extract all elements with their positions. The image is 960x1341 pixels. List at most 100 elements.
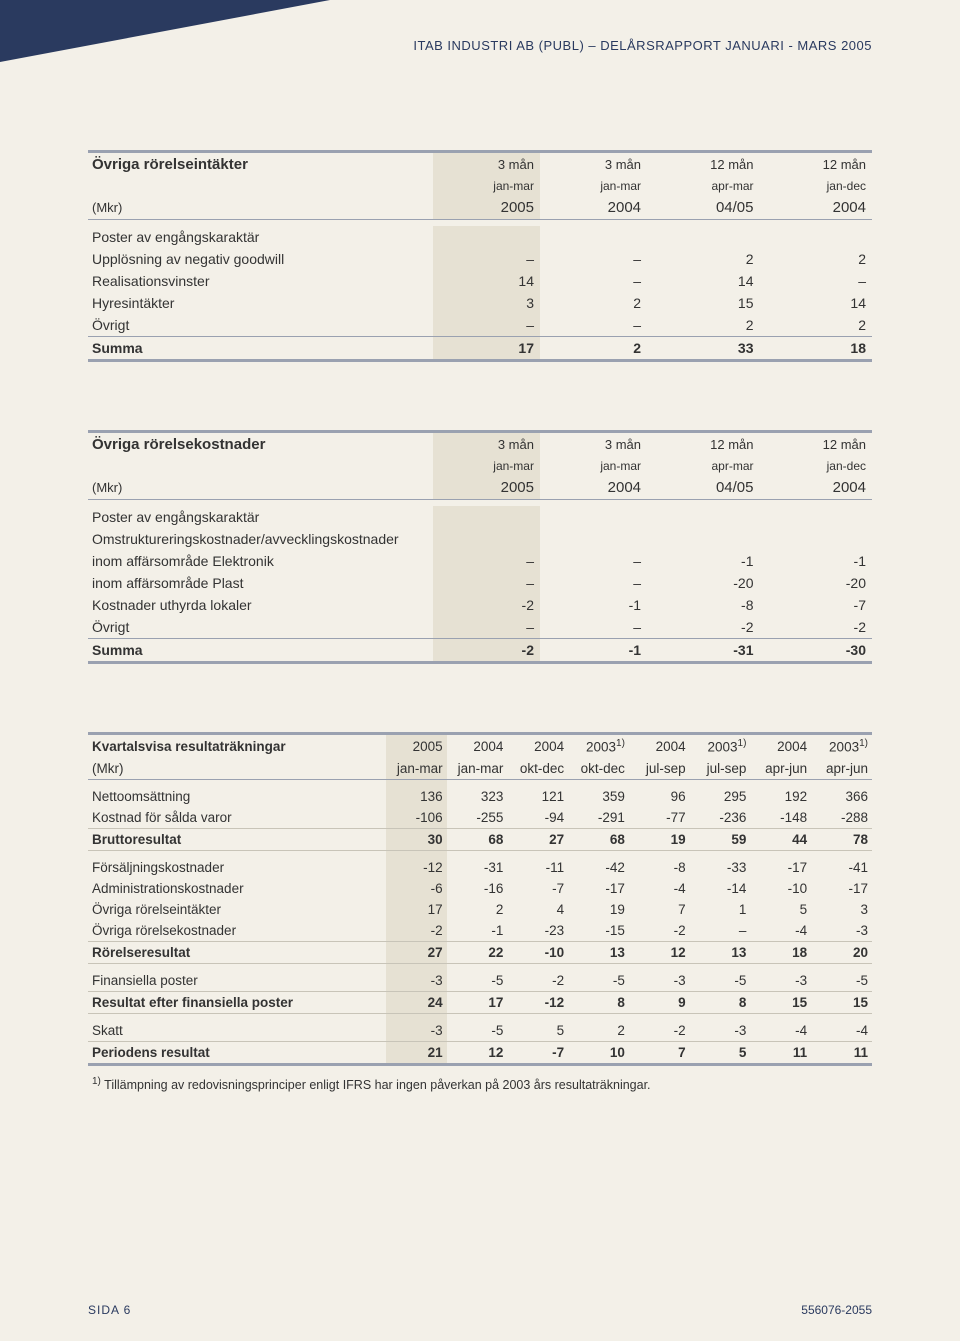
col-year: 2005 — [386, 734, 447, 758]
row-label: Finansiella poster — [88, 970, 386, 992]
table-row: Övriga rörelsekostnader-2-1-23-15-2–-4-3 — [88, 920, 872, 942]
cell: -236 — [690, 807, 751, 829]
col-header: 3 mån — [540, 152, 647, 177]
col-year: 20031) — [568, 734, 629, 758]
cell: -5 — [568, 970, 629, 992]
col-subheader: jul-sep — [690, 758, 751, 780]
cell: 18 — [760, 337, 873, 361]
table-row: inom affärsområde Plast – – -20 -20 — [88, 572, 872, 594]
cell: -15 — [568, 920, 629, 942]
col-subheader: okt-dec — [507, 758, 568, 780]
cell: 295 — [690, 786, 751, 807]
cell: -5 — [690, 970, 751, 992]
cell: -4 — [750, 1020, 811, 1042]
cell: -291 — [568, 807, 629, 829]
row-label: Övrigt — [88, 314, 433, 337]
cell: -7 — [760, 594, 873, 616]
table-row: Övrigt – – -2 -2 — [88, 616, 872, 639]
col-year: 2004 — [760, 196, 873, 220]
cell: -41 — [811, 857, 872, 878]
cell: 68 — [568, 828, 629, 850]
footer-org-num: 556076-2055 — [801, 1303, 872, 1317]
cell: 5 — [750, 899, 811, 920]
cell: 121 — [507, 786, 568, 807]
cell: 2 — [760, 314, 873, 337]
col-subheader: jan-dec — [760, 456, 873, 476]
cell: 12 — [629, 941, 690, 963]
table-sum-row: Summa -2 -1 -31 -30 — [88, 639, 872, 663]
sum-label: Bruttoresultat — [88, 828, 386, 850]
cell: 136 — [386, 786, 447, 807]
cell: 22 — [447, 941, 508, 963]
cell: -255 — [447, 807, 508, 829]
cell: 9 — [629, 991, 690, 1013]
row-label: Övrigt — [88, 616, 433, 639]
cell: 4 — [507, 899, 568, 920]
row-label: inom affärsområde Plast — [88, 572, 433, 594]
cell: 19 — [568, 899, 629, 920]
table3-unit: (Mkr) — [88, 758, 386, 780]
table-row: Administrationskostnader-6-16-7-17-4-14-… — [88, 878, 872, 899]
cell: -2 — [433, 639, 540, 663]
cell: -2 — [386, 920, 447, 942]
cell: -42 — [568, 857, 629, 878]
cell: 96 — [629, 786, 690, 807]
table-row: Kostnader uthyrda lokaler -2 -1 -8 -7 — [88, 594, 872, 616]
cell: 20 — [811, 941, 872, 963]
sum-label: Periodens resultat — [88, 1041, 386, 1064]
cell: 30 — [386, 828, 447, 850]
cell: 24 — [386, 991, 447, 1013]
cell: -2 — [629, 920, 690, 942]
cell: -11 — [507, 857, 568, 878]
cell: 27 — [507, 828, 568, 850]
col-subheader: jan-mar — [447, 758, 508, 780]
col-subheader: jan-mar — [386, 758, 447, 780]
table-row: Nettoomsättning13632312135996295192366 — [88, 786, 872, 807]
cell: 1 — [690, 899, 751, 920]
row-label: inom affärsområde Elektronik — [88, 550, 433, 572]
cell: 7 — [629, 899, 690, 920]
cell: -3 — [750, 970, 811, 992]
cell: -16 — [447, 878, 508, 899]
cell: 15 — [811, 991, 872, 1013]
cell: 11 — [811, 1041, 872, 1064]
page-footer: SIDA 6 556076-2055 — [0, 1303, 960, 1317]
content-area: Övriga rörelseintäkter 3 mån 3 mån 12 må… — [0, 62, 960, 1092]
cell: -17 — [811, 878, 872, 899]
cell: 44 — [750, 828, 811, 850]
page-header: ITAB INDUSTRI AB (PUBL) – DELÅRSRAPPORT … — [0, 0, 960, 62]
cell: – — [540, 248, 647, 270]
col-subheader: jan-dec — [760, 176, 873, 196]
cell: – — [540, 550, 647, 572]
table-sum-row: Summa 17 2 33 18 — [88, 337, 872, 361]
cell: 2 — [647, 314, 759, 337]
cell: 2 — [568, 1020, 629, 1042]
cell: 17 — [433, 337, 540, 361]
table-row: Upplösning av negativ goodwill – – 2 2 — [88, 248, 872, 270]
col-subheader: jul-sep — [629, 758, 690, 780]
sum-label: Summa — [88, 337, 433, 361]
col-subheader: jan-mar — [433, 456, 540, 476]
cell: 5 — [690, 1041, 751, 1064]
col-year: 20031) — [811, 734, 872, 758]
col-header: 12 mån — [647, 432, 759, 457]
sum-label: Rörelseresultat — [88, 941, 386, 963]
cell: 19 — [629, 828, 690, 850]
cell: – — [760, 270, 873, 292]
col-year: 2004 — [629, 734, 690, 758]
cell: -17 — [750, 857, 811, 878]
cell: 13 — [568, 941, 629, 963]
table-ovriga-rorelseintakter: Övriga rörelseintäkter 3 mån 3 mån 12 må… — [88, 150, 872, 362]
cell: 192 — [750, 786, 811, 807]
cell: -1 — [760, 550, 873, 572]
col-year: 2004 — [507, 734, 568, 758]
table-row: inom affärsområde Elektronik – – -1 -1 — [88, 550, 872, 572]
cell: 15 — [647, 292, 759, 314]
header-ornament — [0, 0, 330, 62]
cell: 7 — [629, 1041, 690, 1064]
table-sum-row: Resultat efter finansiella poster2417-12… — [88, 991, 872, 1013]
cell: 78 — [811, 828, 872, 850]
cell: 10 — [568, 1041, 629, 1064]
cell: -20 — [760, 572, 873, 594]
cell: 13 — [690, 941, 751, 963]
